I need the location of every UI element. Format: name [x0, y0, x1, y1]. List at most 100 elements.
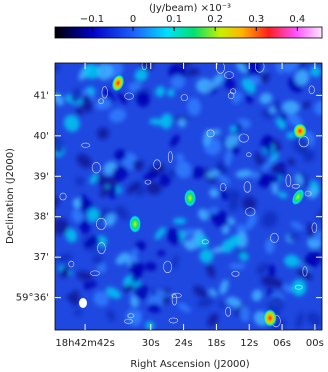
colorbar-tick-label: −0.1: [80, 14, 104, 25]
x-tick-label: 30s: [142, 338, 160, 349]
noise-blob: [56, 252, 73, 263]
noise-blob: [275, 63, 284, 74]
noise-blob: [81, 95, 93, 113]
noise-blob: [311, 230, 322, 242]
noise-blob: [132, 310, 142, 322]
noise-blob: [133, 284, 149, 300]
noise-blob: [282, 100, 300, 114]
noise-blob: [92, 254, 104, 266]
contour: [201, 239, 209, 245]
y-tick-label: 40': [34, 131, 49, 142]
noise-blob: [212, 210, 229, 228]
noise-blob: [84, 236, 99, 248]
noise-blob: [104, 213, 116, 227]
noise-blob: [182, 228, 194, 238]
noise-blob: [305, 250, 322, 268]
noise-blob: [112, 165, 129, 182]
noise-blob: [55, 218, 69, 235]
noise-blob: [72, 198, 81, 209]
contour: [59, 192, 67, 201]
source: [293, 123, 307, 139]
noise-blob: [173, 217, 187, 225]
noise-blob: [265, 140, 272, 155]
noise-blob: [97, 173, 107, 190]
noise-blob: [238, 251, 249, 262]
noise-blob: [75, 106, 84, 116]
contour: [168, 317, 179, 324]
x-tick-label: 18s: [207, 338, 225, 349]
noise-blob: [267, 296, 285, 314]
noise-blob: [114, 149, 127, 162]
noise-blob: [218, 301, 226, 309]
contour: [308, 85, 315, 95]
contour: [245, 207, 256, 217]
contour: [144, 179, 152, 185]
noise-blob: [261, 275, 276, 288]
noise-blob: [132, 159, 144, 171]
noise-blob: [211, 73, 225, 88]
contour: [206, 129, 215, 138]
noise-blob: [251, 289, 263, 302]
noise-blob: [76, 271, 93, 281]
noise-blob: [196, 235, 209, 248]
noise-blob: [265, 238, 275, 254]
noise-blob: [175, 153, 185, 162]
noise-blob: [117, 92, 128, 105]
noise-blob: [261, 158, 276, 172]
noise-blob: [177, 302, 191, 313]
noise-blob: [75, 176, 85, 186]
noise-blob: [89, 280, 97, 289]
noise-blob: [219, 189, 228, 201]
noise-blob: [126, 181, 140, 194]
noise-blob: [108, 183, 118, 200]
noise-blob: [171, 255, 179, 270]
noise-blob: [97, 97, 112, 110]
noise-blob: [195, 78, 213, 94]
noise-blob: [206, 169, 220, 178]
noise-blob: [254, 151, 263, 166]
noise-blob: [207, 313, 219, 327]
noise-blob: [99, 187, 113, 197]
y-tick-label: 59°36': [16, 293, 49, 304]
noise-blob: [178, 63, 192, 70]
noise-blob: [175, 160, 192, 179]
noise-blob: [270, 174, 280, 184]
noise-blob: [260, 71, 270, 84]
noise-blob: [136, 92, 150, 108]
noise-blob: [301, 101, 312, 109]
contour: [90, 270, 100, 277]
noise-blob: [73, 308, 83, 316]
noise-blob: [225, 133, 240, 149]
noise-blob: [239, 305, 250, 322]
y-axis-title: Declination (J2000): [5, 148, 16, 244]
contour: [124, 318, 133, 324]
noise-blob: [55, 196, 60, 208]
noise-blob: [292, 136, 310, 154]
noise-blob: [229, 235, 242, 247]
colorbar-tick-label: 0.2: [207, 14, 223, 25]
contour: [171, 293, 178, 306]
noise-blob: [63, 270, 70, 278]
y-tick-label: 37': [34, 252, 49, 263]
contour: [224, 71, 234, 79]
x-tick-label: 18h42m42s: [55, 338, 114, 349]
noise-blob: [105, 287, 121, 299]
noise-blob: [192, 166, 204, 179]
noise-blob: [223, 77, 236, 90]
noise-blob: [147, 303, 162, 313]
noise-blob: [166, 228, 181, 245]
noise-blob: [209, 188, 219, 198]
noise-blob: [294, 69, 310, 86]
noise-blob: [268, 264, 276, 277]
noise-blob: [227, 217, 236, 226]
noise-blob: [225, 149, 232, 167]
noise-blob: [134, 68, 148, 82]
noise-blob: [65, 228, 78, 243]
noise-blob: [271, 181, 279, 195]
noise-blob: [156, 250, 166, 257]
noise-blob: [258, 173, 273, 188]
contour: [302, 266, 308, 277]
contour: [167, 151, 173, 163]
noise-blob: [295, 173, 304, 186]
noise-blob: [203, 129, 212, 147]
